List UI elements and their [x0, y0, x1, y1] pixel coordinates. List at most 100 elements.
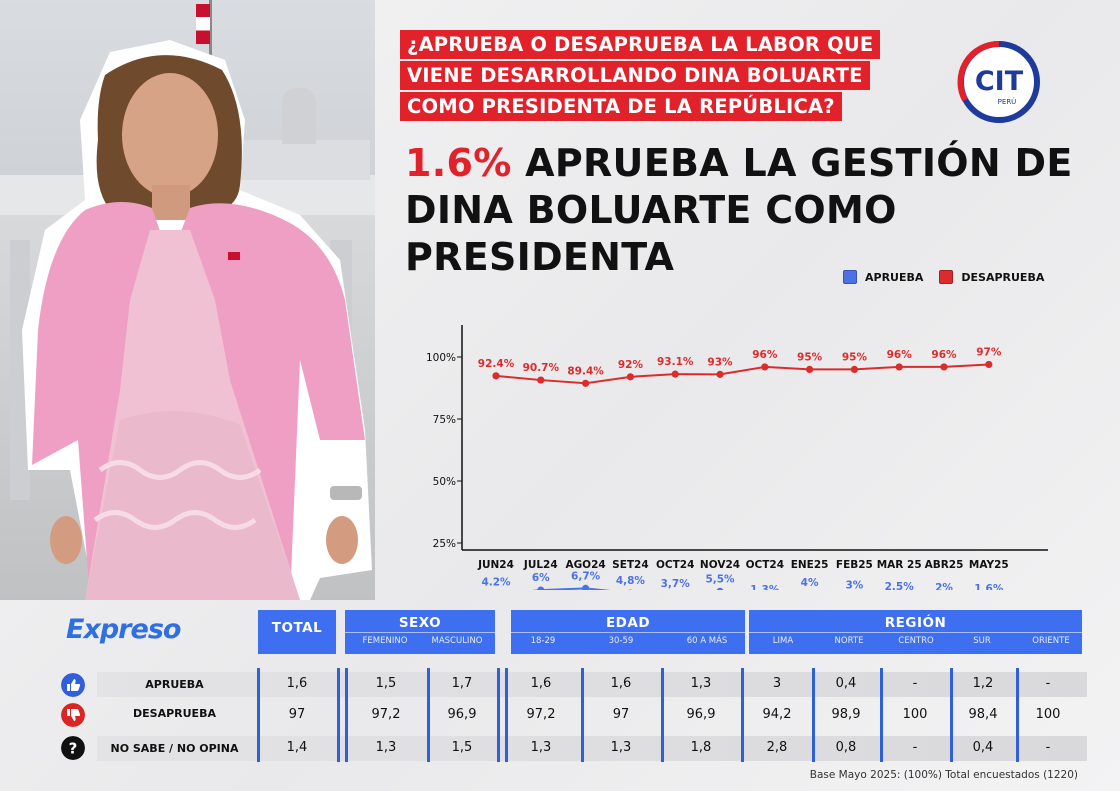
- data-point: [940, 363, 948, 371]
- data-label: 93%: [707, 356, 733, 368]
- x-tick-label: JUL24: [523, 559, 558, 571]
- table-cell: 1,3: [610, 740, 632, 755]
- table-cell: 1,8: [690, 740, 712, 755]
- header-sub-lima: LIMA: [772, 636, 794, 646]
- table-cell: 1,4: [286, 740, 308, 755]
- table-cell: -: [1045, 740, 1051, 755]
- line-chart: 100% 75% 50% 25% JUN24 JUL24 AGO24 SET24 OCT24 NO…: [426, 325, 1048, 590]
- table-cell: -: [912, 676, 918, 691]
- question-line: COMO PRESIDENTA DE LA REPÚBLICA?: [400, 92, 842, 121]
- expreso-logo: Expreso: [66, 614, 181, 645]
- data-point: [582, 379, 590, 387]
- row-label-desaprueba: DESAPRUEBA: [133, 707, 216, 720]
- headline: 1.6% APRUEBA LA GESTIÓN DE DINA BOLUARTE…: [405, 140, 1085, 281]
- table-cell: 97,2: [526, 707, 556, 722]
- data-point: [850, 365, 858, 373]
- table-cell: 1,7: [451, 676, 473, 691]
- x-tick-label: ABR25: [925, 559, 964, 571]
- header-sexo: SEXO FEMENINO MASCULINO: [345, 610, 495, 654]
- person-illustration: [22, 40, 372, 600]
- header-sexo-title: SEXO: [398, 615, 442, 631]
- table-cell: 1,5: [375, 676, 397, 691]
- logo-subtext: PERÚ: [998, 97, 1017, 106]
- table-cell: 0,8: [835, 740, 857, 755]
- x-tick-label: MAR 25: [877, 559, 922, 571]
- header-sub-masculino: MASCULINO: [431, 636, 483, 646]
- data-label: 5,5%: [705, 573, 735, 585]
- headline-line2: DINA BOLUARTE COMO: [405, 188, 897, 232]
- logo-text: CIT: [975, 66, 1024, 97]
- header-sub-30-59: 30-59: [608, 636, 634, 646]
- data-point: [895, 363, 903, 371]
- data-label: 96%: [752, 349, 778, 361]
- data-label: 3,7%: [661, 578, 691, 590]
- row-label-no-sabe: NO SABE / NO OPINA: [110, 742, 239, 755]
- legend-label-aprueba: APRUEBA: [865, 270, 924, 284]
- x-tick-label: MAY25: [969, 559, 1009, 571]
- table-cell: 96,9: [686, 707, 716, 722]
- data-point: [626, 373, 634, 381]
- data-label: 95%: [797, 351, 823, 363]
- table-cell: 1,5: [451, 740, 473, 755]
- table-cell: 1,2: [972, 676, 994, 691]
- legend-item-aprueba: APRUEBA: [843, 270, 923, 284]
- footnote: Base Mayo 2025: (100%) Total encuestados…: [809, 769, 1078, 781]
- table-cell: 1,6: [286, 676, 308, 691]
- data-label: 89.4%: [567, 365, 604, 377]
- data-label: 2,5%: [885, 581, 915, 590]
- data-label: 4.2%: [481, 577, 511, 589]
- data-label: 96%: [887, 349, 913, 361]
- data-label: 90.7%: [523, 362, 560, 374]
- y-tick-label: 100%: [426, 352, 456, 364]
- data-label: 3%: [845, 580, 863, 590]
- x-tick-label: AGO24: [565, 559, 605, 571]
- question-line: VIENE DESARROLLANDO DINA BOLUARTE: [400, 61, 870, 90]
- table-cell: 1,6: [530, 676, 552, 691]
- data-label: 93.1%: [657, 356, 694, 368]
- table-cell: 0,4: [835, 676, 857, 691]
- table-cell: 97: [288, 707, 306, 722]
- table-cell: 0,4: [972, 740, 994, 755]
- data-label: 6%: [532, 572, 550, 584]
- question-icon: ?: [61, 736, 85, 760]
- header-total: TOTAL: [258, 610, 336, 654]
- header-total-title: TOTAL: [271, 620, 323, 636]
- table-cell: 100: [1035, 707, 1061, 722]
- data-point: [628, 589, 633, 590]
- header-sub-centro: CENTRO: [898, 636, 934, 646]
- data-point: [537, 586, 545, 590]
- data-label: 95%: [842, 351, 868, 363]
- cit-logo: CIT PERÚ: [957, 40, 1040, 123]
- data-label: 1,6%: [974, 583, 1004, 590]
- x-tick-label: JUN24: [477, 559, 514, 571]
- series-line-desaprueba: [495, 363, 989, 385]
- y-tick-label: 50%: [433, 476, 456, 488]
- data-label: 92.4%: [478, 358, 515, 370]
- data-point: [671, 370, 679, 378]
- data-label: 4%: [801, 577, 819, 589]
- table-cell: 100: [902, 707, 928, 722]
- data-label: 6,7%: [571, 570, 601, 582]
- header-sub-18-29: 18-29: [530, 636, 556, 646]
- data-point: [582, 584, 590, 590]
- x-tick-label: NOV24: [700, 559, 740, 571]
- x-tick-label: SET24: [612, 559, 649, 571]
- header-edad-title: EDAD: [605, 615, 651, 631]
- headline-line1: APRUEBA LA GESTIÓN DE: [511, 141, 1073, 185]
- table-cell: -: [912, 740, 918, 755]
- header-sub-femenino: FEMENINO: [362, 636, 408, 646]
- thumbs-up-icon: [61, 673, 85, 697]
- table-row-aprueba: APRUEBA: [97, 672, 1087, 697]
- table-row-no-sabe: NO SABE / NO OPINA: [97, 736, 1087, 761]
- table-cell: 97,2: [371, 707, 401, 722]
- thumbs-down-icon: [61, 703, 85, 727]
- data-point: [537, 376, 545, 384]
- x-tick-label: OCT24: [656, 559, 694, 571]
- table-cell: 94,2: [762, 707, 792, 722]
- y-tick-label: 75%: [433, 414, 456, 426]
- data-label: 4,8%: [616, 575, 646, 587]
- data-point: [761, 363, 769, 371]
- series-line-aprueba: [531, 587, 611, 590]
- chart-legend: APRUEBA DESAPRUEBA: [843, 270, 1060, 284]
- header-sub-60-mas: 60 A MÁS: [686, 636, 728, 646]
